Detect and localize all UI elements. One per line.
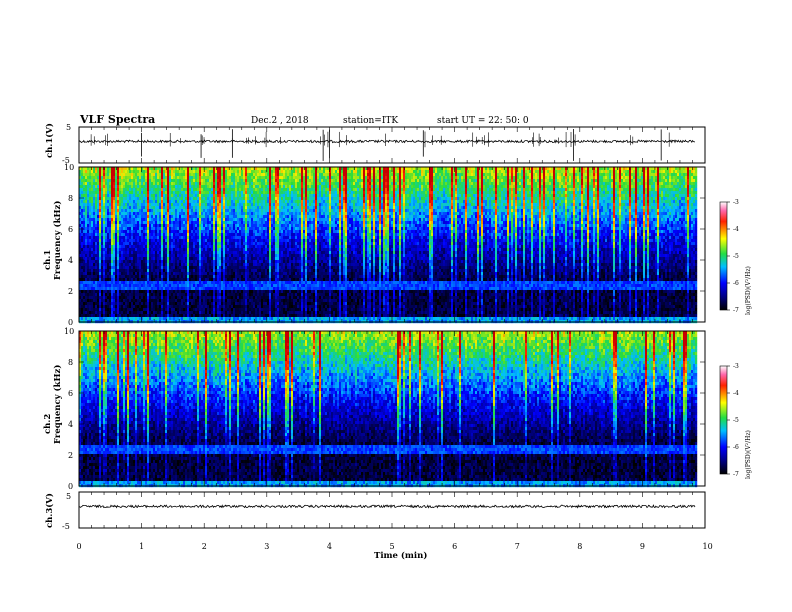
spec-ytick-label: 0 <box>68 482 73 491</box>
colorbar-ch1-label: log(PSD)(V²/Hz) <box>745 266 752 315</box>
colorbar-tick-label: -6 <box>733 280 739 287</box>
panel-ch1-waveform: 5 -5 ch.1(V) <box>44 123 706 165</box>
spec-ytick-label: 10 <box>64 163 74 172</box>
ch1-spec-ylabel-channel: ch.1 <box>43 250 53 270</box>
x-tick-label: 5 <box>390 542 395 551</box>
ch2-spec-ylabel-freq: Frequency (kHz) <box>52 365 63 444</box>
spec-ytick-label: 8 <box>68 358 73 367</box>
spec-ytick-label: 4 <box>68 420 73 429</box>
x-tick-label: 6 <box>452 542 457 551</box>
panel-ch3-waveform: 5 -5 ch.3(V) <box>44 491 706 531</box>
spec-ytick-label: 10 <box>64 327 74 336</box>
x-tick-label: 9 <box>640 542 645 551</box>
colorbar-tick-label: -3 <box>733 363 739 370</box>
colorbar-tick-label: -6 <box>733 444 739 451</box>
ch1-spec-ylabel-freq: Frequency (kHz) <box>52 201 63 280</box>
x-axis-label: Time (min) <box>374 550 427 561</box>
ch3-ylabel: ch.3(V) <box>44 493 55 528</box>
spec-ytick-label: 4 <box>68 256 73 265</box>
ch3-ytick-bottom: -5 <box>62 522 70 531</box>
spec-ytick-label: 0 <box>68 318 73 327</box>
colorbar-tick-label: -7 <box>733 307 739 314</box>
ch1-ytick-top: 5 <box>66 123 71 132</box>
panel-ch1-spectrogram: 0 2 4 6 8 10 ch.1 Frequency (kHz) <box>43 163 706 327</box>
x-tick-label: 8 <box>577 542 582 551</box>
x-tick-label: 3 <box>264 542 269 551</box>
x-tick-label: 10 <box>703 542 713 551</box>
ch1-ylabel: ch.1(V) <box>44 123 55 158</box>
spec-ytick-label: 6 <box>68 225 73 234</box>
ch1-waveform-trace <box>78 139 696 144</box>
colorbar-tick-label: -4 <box>733 226 739 233</box>
spec-ytick-label: 8 <box>68 194 73 203</box>
ch3-waveform-trace <box>78 504 696 509</box>
spec-ytick-label: 6 <box>68 389 73 398</box>
colorbar-tick-label: -7 <box>733 471 739 478</box>
colorbar-tick-label: -4 <box>733 390 739 397</box>
colorbar-tick-label: -5 <box>733 417 739 424</box>
colorbar-tick-label: -5 <box>733 253 739 260</box>
x-axis: 0 1 2 3 4 5 6 7 8 9 10 <box>77 542 713 551</box>
figure-title: VLF Spectra <box>79 113 155 126</box>
x-tick-label: 4 <box>327 542 332 551</box>
panel-ch2-spectrogram: 0 2 4 6 8 10 ch.2 Frequency (kHz) <box>43 327 706 491</box>
colorbar-ch2: -3 -4 -5 -6 -7 log(PSD)(V²/Hz) <box>719 363 752 479</box>
header-start-time: start UT = 22: 50: 0 <box>437 116 529 126</box>
colorbar-ch2-label: log(PSD)(V²/Hz) <box>745 430 752 479</box>
x-tick-label: 2 <box>202 542 207 551</box>
x-tick-label: 7 <box>515 542 520 551</box>
ch3-ytick-top: 5 <box>66 492 71 501</box>
spec-ytick-label: 2 <box>68 451 73 460</box>
header-date: Dec.2 , 2018 <box>251 116 309 126</box>
ch1-ytick-bottom: -5 <box>62 156 70 165</box>
colorbar-ch1: -3 -4 -5 -6 -7 log(PSD)(V²/Hz) <box>719 199 752 315</box>
header-station: station=ITK <box>343 116 398 126</box>
x-tick-label: 0 <box>77 542 82 551</box>
colorbar-tick-label: -3 <box>733 199 739 206</box>
x-tick-label: 1 <box>139 542 144 551</box>
ch2-spec-ylabel-channel: ch.2 <box>43 414 53 434</box>
spec-ytick-label: 2 <box>68 287 73 296</box>
